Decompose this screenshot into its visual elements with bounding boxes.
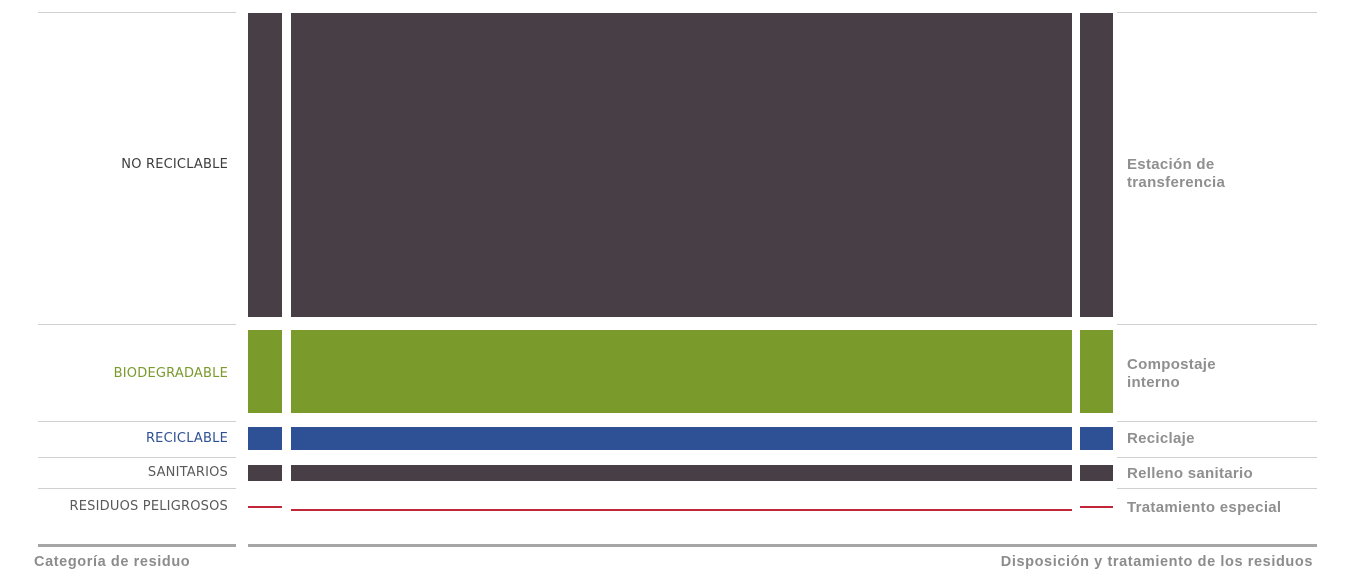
row-divider [1117, 421, 1317, 422]
destination-label-tratamiento: Tratamiento especial [1127, 499, 1282, 516]
category-label-biodegradable: BIODEGRADABLE [113, 366, 228, 381]
flow-bar-right [1080, 427, 1113, 450]
row-divider [1117, 457, 1317, 458]
row-divider [1117, 324, 1317, 325]
flow-bar-main [291, 427, 1072, 450]
destination-label-reciclaje: Reciclaje [1127, 430, 1195, 447]
destination-label-relleno: Relleno sanitario [1127, 465, 1253, 482]
footer-rule-left [38, 544, 236, 547]
flow-bar-left [248, 330, 282, 413]
flow-bar-left [248, 506, 282, 508]
footer-label-right: Disposición y tratamiento de los residuo… [1000, 554, 1313, 570]
row-divider [38, 488, 236, 489]
row-divider [38, 457, 236, 458]
flow-bar-left [248, 13, 282, 317]
flow-bar-left [248, 465, 282, 481]
flow-bar-left [248, 427, 282, 450]
category-label-sanitarios: SANITARIOS [147, 465, 228, 480]
flow-bar-main [291, 13, 1072, 317]
flow-bar-right [1080, 465, 1113, 481]
flow-bar-main [291, 465, 1072, 481]
row-divider [38, 324, 236, 325]
flow-bar-right [1080, 13, 1113, 317]
category-label-peligrosos: RESIDUOS PELIGROSOS [69, 499, 228, 514]
row-divider [38, 12, 236, 13]
footer-label-left: Categoría de residuo [34, 554, 191, 570]
row-divider [1117, 488, 1317, 489]
row-divider [1117, 12, 1317, 13]
row-divider [38, 421, 236, 422]
flow-bar-right [1080, 330, 1113, 413]
category-label-no-reciclable: NO RECICLABLE [121, 157, 228, 172]
flow-bar-main [291, 330, 1072, 413]
category-label-reciclable: RECICLABLE [145, 431, 228, 446]
flow-bar-main [291, 509, 1072, 511]
destination-label-compostaje: Compostaje interno [1127, 356, 1216, 391]
footer-rule-right [248, 544, 1317, 547]
destination-label-estacion: Estación de transferencia [1127, 156, 1226, 191]
flow-bar-right [1080, 506, 1113, 508]
